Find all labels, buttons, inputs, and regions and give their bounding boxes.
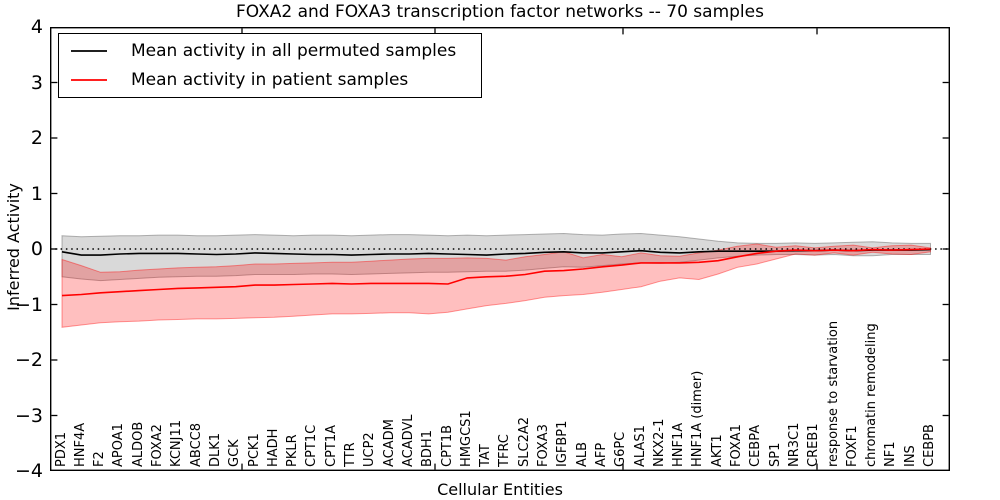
legend-line-permuted-icon: [71, 49, 107, 52]
x-tick-label: FOXA3: [536, 424, 551, 467]
x-tick-label: PKLR: [285, 434, 301, 467]
x-tick-label: NKX2-1: [651, 418, 667, 467]
x-tick-label: APOA1: [111, 423, 127, 467]
x-tick-label: PCK1: [246, 433, 262, 467]
x-tick-label: response to starvation: [825, 320, 841, 467]
x-tick-label: NR3C1: [786, 422, 802, 467]
x-tick-label: HNF1A (dimer): [690, 370, 706, 467]
x-tick-label: BDH1: [420, 430, 436, 467]
y-tick-label: 1: [30, 182, 43, 205]
y-tick-label: −1: [14, 293, 43, 316]
x-axis-label: Cellular Entities: [437, 480, 563, 499]
x-tick-label: IGFBP1: [555, 420, 571, 467]
chart-canvas: [50, 27, 950, 471]
x-tick-label: SLC2A2: [516, 416, 532, 467]
permuted-band: [61, 232, 931, 282]
x-tick-label: TFRC: [497, 434, 513, 467]
x-tick-label: G6PC: [613, 431, 629, 467]
chart-title: FOXA2 and FOXA3 transcription factor net…: [236, 2, 764, 22]
x-tick-label: ABCC8: [188, 422, 204, 467]
x-tick-label: CEBPB: [922, 424, 937, 467]
x-tick-label: ALB: [574, 441, 590, 467]
x-tick-label: ALDOB: [130, 421, 146, 467]
x-tick-label: CPT1A: [323, 424, 339, 467]
y-tick-label: 4: [30, 16, 43, 38]
legend-label-permuted: Mean activity in all permuted samples: [131, 40, 457, 61]
x-tick-label: INS: [902, 445, 918, 467]
x-tick-label: CREB1: [806, 423, 822, 467]
y-tick-label: −3: [14, 404, 43, 427]
x-tick-label: HADH: [265, 428, 281, 467]
y-tick-label: −4: [14, 460, 43, 482]
y-tick-label: −2: [14, 349, 43, 371]
x-tick-label: TAT: [478, 444, 494, 467]
x-tick-label: HNF4A: [72, 422, 88, 467]
x-tick-label: SP1: [767, 442, 783, 467]
patient-mean-line: [61, 248, 931, 297]
legend-entry-permuted: Mean activity in all permuted samples: [71, 38, 481, 64]
x-tick-label: TTR: [343, 442, 358, 467]
x-tick-label: AKT1: [709, 434, 725, 467]
x-tick-label: CEBPA: [748, 424, 764, 467]
x-tick-label: CPT1B: [439, 424, 455, 467]
x-tick-label: F2: [92, 451, 108, 467]
x-tick-label: HNF1A: [671, 422, 687, 467]
axes-frame: [50, 27, 950, 471]
y-tick-label: 0: [30, 238, 43, 260]
x-tick-label: CPT1C: [304, 424, 320, 467]
x-tick-label: PDX1: [53, 431, 69, 467]
x-tick-label: GCK: [227, 439, 243, 467]
plot-area: [50, 27, 950, 471]
x-tick-label: DLK1: [207, 432, 223, 467]
x-tick-label: NF1: [883, 441, 899, 467]
x-tick-label: UCP2: [362, 432, 378, 467]
y-tick-label: 3: [30, 71, 43, 94]
x-tick-label: FOXA2: [150, 424, 165, 467]
patient-band: [61, 243, 931, 328]
y-tick-label: 2: [30, 127, 43, 149]
x-tick-label: chromatin remodeling: [864, 323, 880, 467]
legend-entry-patient: Mean activity in patient samples: [71, 67, 481, 93]
x-tick-label: ALAS1: [632, 425, 648, 467]
legend-label-patient: Mean activity in patient samples: [131, 70, 409, 91]
x-tick-label: FOXF1: [844, 425, 860, 467]
x-tick-label: ACADVL: [400, 414, 416, 467]
x-tick-label: KCNJ11: [169, 420, 185, 467]
x-tick-label: AFP: [593, 442, 609, 467]
legend: Mean activity in all permuted samples Me…: [58, 33, 482, 98]
x-tick-label: FOXA1: [729, 424, 744, 467]
x-tick-label: HMGCS1: [458, 410, 474, 467]
legend-line-patient-icon: [71, 79, 107, 82]
x-tick-label: ACADM: [381, 419, 397, 467]
